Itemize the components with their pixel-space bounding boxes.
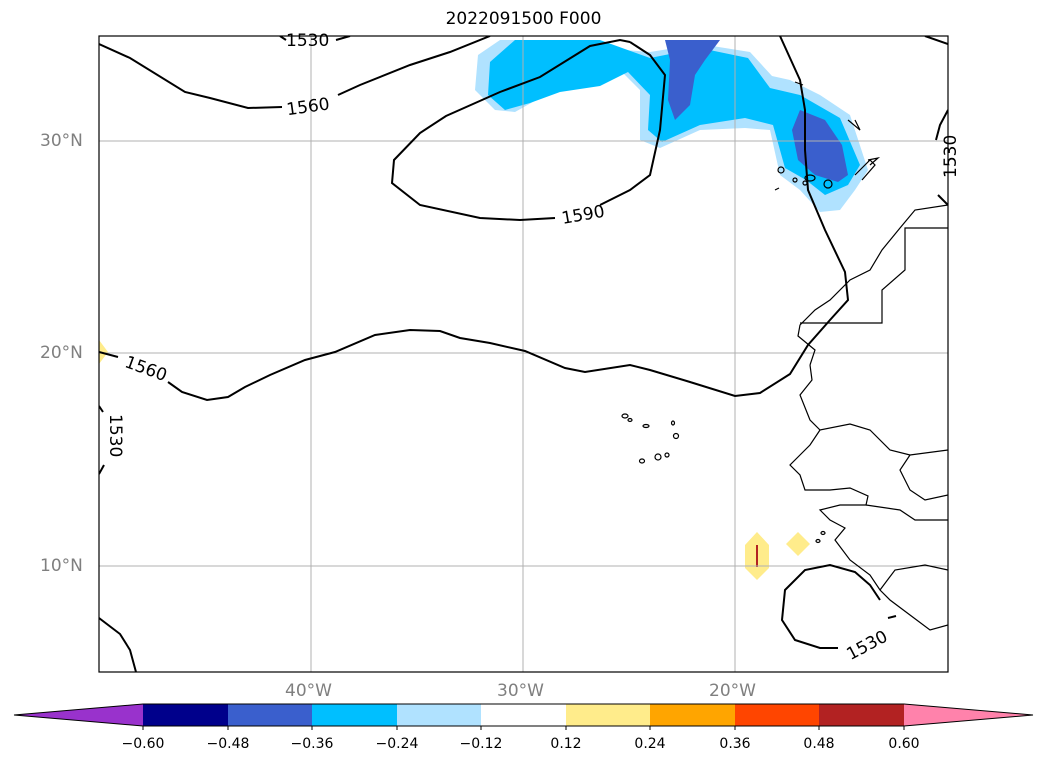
contour-label-1530-south: 1530	[844, 627, 892, 665]
colorbar-bin-4	[397, 704, 481, 726]
colorbar-tick-label: 0.48	[803, 736, 835, 752]
contour-1530-south	[780, 563, 897, 649]
colorbar-bin-9	[819, 704, 904, 726]
colorbar-extend-high	[904, 704, 1033, 726]
colorbar-bin-5	[481, 704, 566, 726]
lat-label-20n: 20°N	[40, 343, 83, 363]
lon-label-40w: 40°W	[285, 681, 332, 701]
gridlines	[99, 36, 948, 672]
colorbar-tick-label: −0.36	[290, 736, 334, 752]
contour-southwest	[99, 617, 137, 672]
colorbar-bin-1	[143, 704, 228, 726]
colorbar-tick-label: 0.36	[719, 736, 751, 752]
contour-lines	[99, 36, 948, 672]
contour-ne-corner	[924, 36, 948, 45]
contour-label-1530-west: 1530	[105, 414, 125, 457]
colorbar-bin-8	[735, 704, 819, 726]
colorbar	[13, 703, 1034, 730]
contour-label-1530-northeast: 1530	[941, 135, 961, 178]
lat-label-10n: 10°N	[40, 556, 83, 576]
colorbar-tick-label: −0.48	[206, 736, 250, 752]
lon-label-20w: 20°W	[709, 681, 756, 701]
colorbar-extend-low	[14, 704, 143, 726]
positive-anomaly-shading	[99, 340, 810, 580]
contour-1560-east	[99, 36, 850, 402]
contour-1590	[390, 38, 667, 222]
colorbar-tick-label: −0.12	[459, 736, 503, 752]
map-title: 2022091500 F000	[445, 9, 602, 29]
contour-1530-northeast	[935, 109, 948, 206]
colorbar-bin-2	[228, 704, 312, 726]
negative-anomaly-shading	[475, 40, 868, 212]
contour-label-1560-north: 1560	[285, 94, 331, 120]
colorbar-tick-label: 0.12	[550, 736, 582, 752]
contour-1530-top	[279, 36, 351, 41]
colorbar-tick-label: −0.24	[375, 736, 419, 752]
islands	[621, 166, 833, 544]
lat-label-30n: 30°N	[40, 131, 83, 151]
contour-1530-west	[99, 405, 105, 475]
colorbar-bin-7	[650, 704, 735, 726]
contour-label-1560-west: 1560	[122, 352, 169, 386]
map-area	[99, 36, 948, 672]
colorbar-tick-label: 0.24	[634, 736, 666, 752]
contour-1560-north	[99, 36, 491, 110]
coastlines	[774, 81, 948, 631]
colorbar-tick-label: 0.60	[888, 736, 920, 752]
plot-frame	[98, 35, 949, 673]
contour-label-1530-top: 1530	[286, 31, 329, 51]
colorbar-bin-3	[312, 704, 397, 726]
lon-label-30w: 30°W	[497, 681, 544, 701]
contour-label-1590: 1590	[560, 202, 606, 229]
colorbar-bin-6	[566, 704, 650, 726]
colorbar-tick-label: −0.60	[121, 736, 165, 752]
